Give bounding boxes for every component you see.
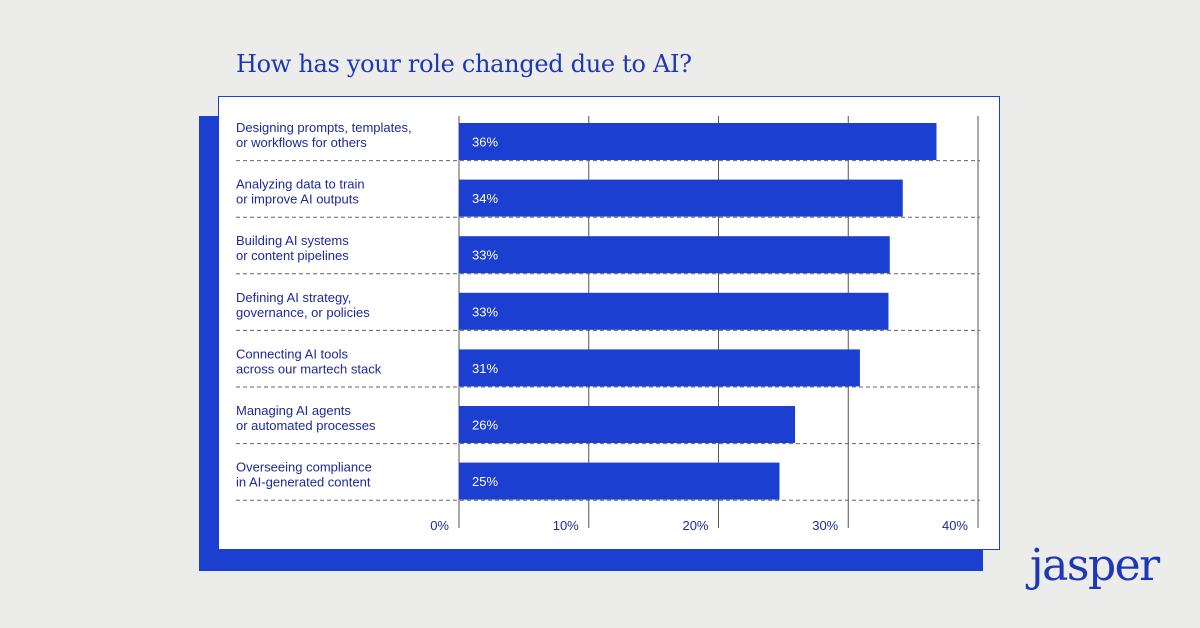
category-label: Analyzing data to train or improve AI out…: [236, 177, 365, 207]
bar: [459, 349, 860, 387]
bar: [459, 462, 780, 500]
data-label: 33%: [472, 304, 498, 319]
bar: [459, 123, 937, 160]
category-label: Defining AI strategy, governance, or poli…: [236, 290, 370, 320]
data-label: 31%: [472, 361, 498, 376]
data-label: 33%: [472, 248, 498, 263]
data-label: 25%: [472, 474, 498, 489]
bar: [459, 236, 890, 274]
tick-label: 10%: [553, 518, 579, 533]
bar: [459, 292, 889, 330]
category-label: Designing prompts, templates, or workflow…: [236, 120, 412, 150]
jasper-logo: jasper: [1030, 540, 1160, 591]
bar: [459, 179, 903, 217]
data-label: 34%: [472, 191, 498, 206]
category-label: Managing AI agents or automated processes: [236, 403, 376, 433]
category-label: Building AI systems or content pipelines: [236, 233, 349, 263]
tick-label: 0%: [430, 518, 449, 533]
data-label: 26%: [472, 418, 498, 433]
bar: [459, 406, 796, 443]
data-label: 36%: [472, 135, 498, 150]
tick-label: 20%: [682, 518, 708, 533]
tick-label: 30%: [812, 518, 838, 533]
page-title: How has your role changed due to AI?: [236, 50, 692, 78]
category-label: Overseeing compliance in AI-generated con…: [236, 460, 372, 490]
category-label: Connecting AI tools across our martech st…: [236, 346, 382, 376]
tick-label: 40%: [942, 518, 968, 533]
